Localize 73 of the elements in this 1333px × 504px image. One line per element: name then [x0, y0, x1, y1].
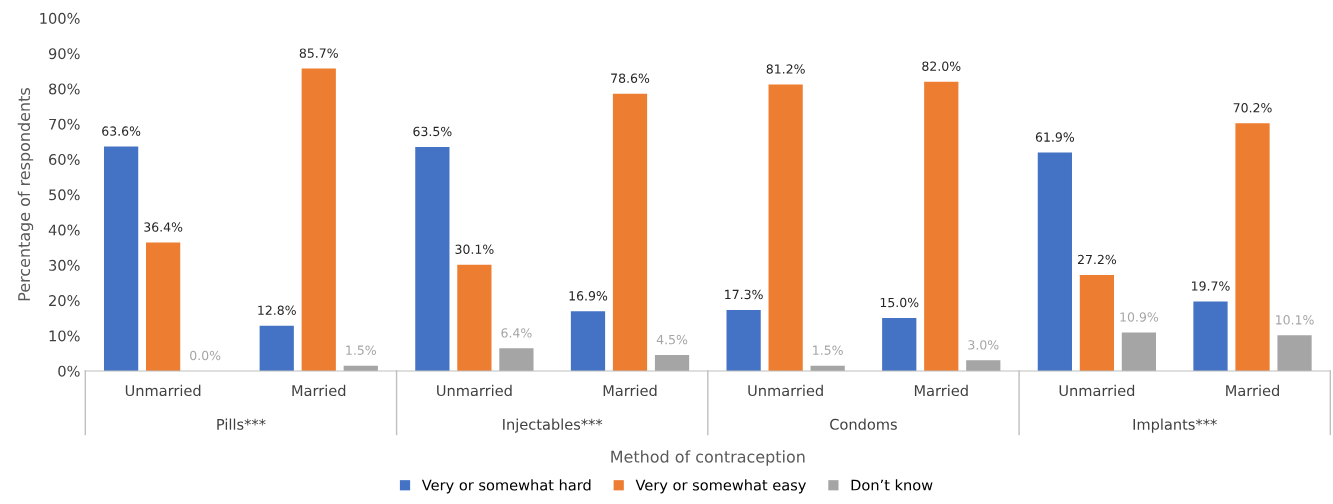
text: 4.5%	[656, 334, 688, 345]
text: 1.5%	[813, 345, 843, 355]
x-axis-title: Method of contraception	[611, 450, 805, 466]
y-tick-label: 50%	[49, 189, 80, 201]
text: 0.0%	[190, 350, 221, 361]
y-tick-label: 30%	[49, 259, 80, 271]
text: 81.2%	[766, 64, 805, 74]
bar	[726, 309, 761, 371]
text: 3.0%	[968, 340, 999, 350]
bar	[301, 68, 336, 371]
y-tick-label: 20%	[49, 295, 80, 307]
bar	[612, 93, 648, 371]
bar	[882, 318, 917, 371]
bar	[924, 81, 959, 371]
bar	[966, 360, 1001, 371]
text: 19.7%	[1192, 281, 1230, 291]
text: 1.5%	[346, 345, 376, 355]
bar	[1079, 274, 1115, 371]
text: 15.0%	[880, 297, 919, 308]
text: 16.9%	[569, 291, 608, 301]
x-tick-label: Married	[914, 384, 968, 397]
y-tick-label: 10%	[49, 330, 80, 342]
bar	[146, 242, 181, 371]
y-tick-label: 90%	[48, 48, 80, 60]
text: 63.5%	[413, 126, 452, 137]
y-tick-label: 80%	[49, 83, 80, 95]
bar	[103, 146, 139, 371]
text: Implants***	[1133, 418, 1217, 433]
bar	[259, 325, 294, 371]
text: 78.6%	[611, 73, 650, 83]
text: 36.4%	[144, 222, 183, 232]
legend-label: Don’t know	[851, 479, 933, 491]
bar	[415, 146, 450, 371]
bar	[1121, 332, 1157, 371]
bar	[1235, 123, 1270, 371]
text: 12.8%	[258, 305, 296, 316]
bar	[570, 311, 606, 371]
y-tick-label: 70%	[49, 118, 80, 130]
legend-label: Very or somewhat hard	[421, 479, 591, 494]
y-tick-label: 100%	[40, 12, 80, 24]
y-tick-label: 60%	[49, 153, 80, 166]
text: 61.9%	[1035, 132, 1075, 142]
x-tick-label: Unmarried	[125, 384, 201, 397]
bar	[768, 84, 803, 371]
x-tick-label: Married	[603, 384, 657, 397]
x-tick-label: Married	[1226, 384, 1279, 397]
text: 30.1%	[455, 244, 494, 254]
bar	[1277, 335, 1312, 371]
text: 6.4%	[501, 328, 532, 338]
bar	[1193, 301, 1228, 371]
text: 10.9%	[1120, 312, 1159, 322]
text: 17.3%	[725, 289, 763, 300]
text: Pills***	[217, 418, 266, 430]
x-tick-label: Unmarried	[748, 384, 823, 397]
y-tick-label: 40%	[48, 224, 80, 236]
bar	[654, 355, 690, 371]
bar	[1037, 152, 1072, 371]
text: 70.2%	[1233, 103, 1272, 113]
y-axis-title: Percentage of respondents	[17, 88, 34, 301]
text: 27.2%	[1077, 254, 1117, 265]
x-tick-label: Unmarried	[1059, 384, 1135, 397]
text: 82.0%	[922, 61, 961, 71]
y-tick-label: 0%	[58, 365, 80, 377]
text: Injectables***	[503, 418, 603, 433]
text: 85.7%	[299, 48, 338, 58]
text: 63.6%	[102, 126, 141, 136]
x-tick-label: Married	[292, 384, 346, 397]
text: 10.1%	[1276, 315, 1314, 325]
legend-label: Very or somewhat easy	[635, 479, 806, 494]
text: Condoms	[830, 418, 897, 430]
x-tick-label: Unmarried	[437, 384, 512, 397]
bar	[457, 264, 492, 371]
bar	[499, 348, 534, 371]
